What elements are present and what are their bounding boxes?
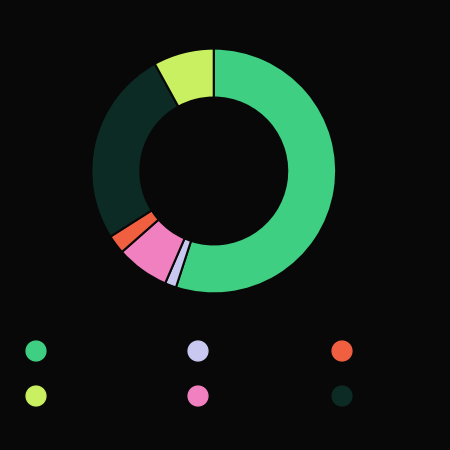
Wedge shape (155, 49, 214, 107)
Wedge shape (122, 220, 184, 284)
Wedge shape (176, 49, 336, 293)
Wedge shape (165, 238, 191, 288)
Wedge shape (91, 64, 178, 237)
Wedge shape (110, 210, 159, 252)
